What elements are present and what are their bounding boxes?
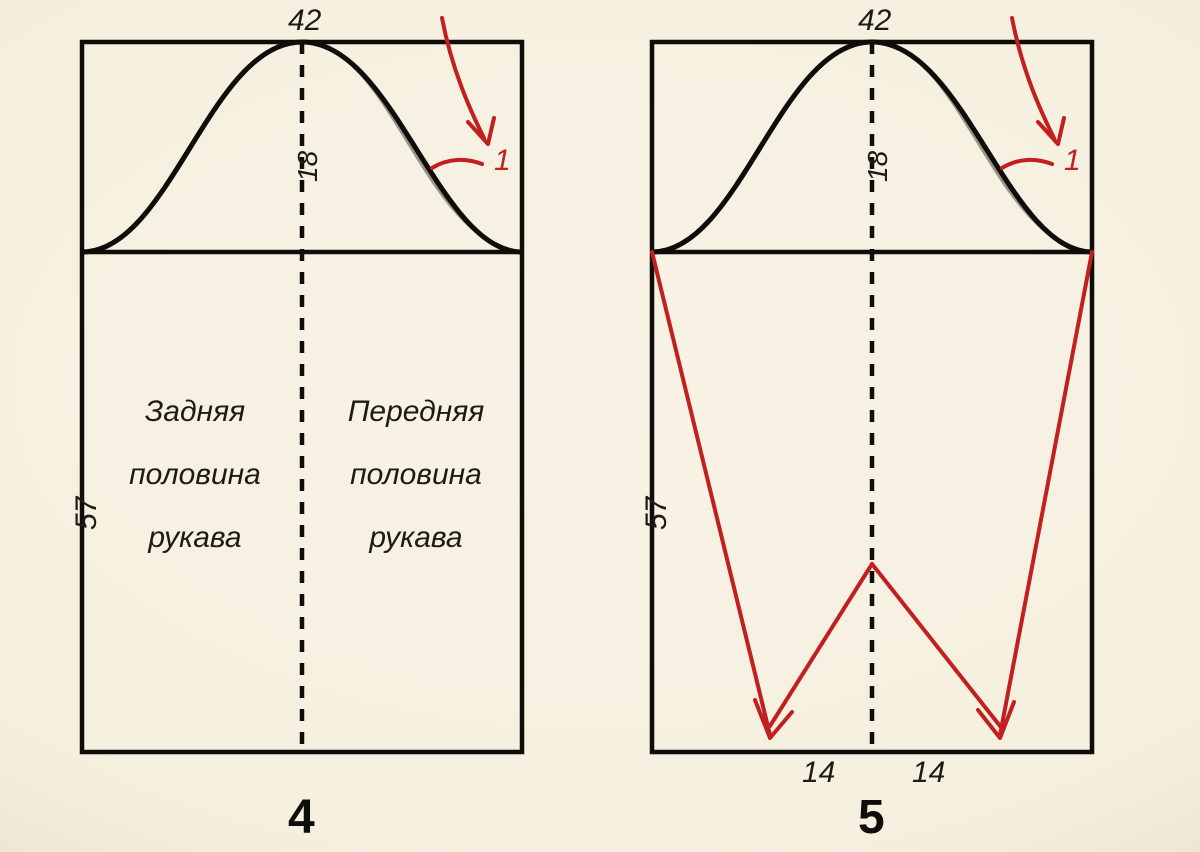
panel5-diag-left <box>770 564 872 726</box>
panel5-taper-right <box>1000 252 1092 735</box>
panel4-top-width: 42 <box>288 4 321 38</box>
panel-5 <box>652 18 1092 752</box>
panel4-red-arrow-shaft <box>442 18 484 138</box>
panel4-label-back: Задняя половина рукава <box>100 380 290 569</box>
panel5-cap-height: 18 <box>862 151 894 182</box>
panel4-label-front-line3: рукава <box>316 506 516 569</box>
panel5-top-width: 42 <box>858 4 891 38</box>
panel4-label-front-line2: половина <box>316 443 516 506</box>
panel5-figure-number: 5 <box>858 790 885 845</box>
panel5-red-tick <box>1002 160 1052 168</box>
panel4-annotation-one: 1 <box>494 144 511 178</box>
panel4-full-length: 57 <box>70 497 104 530</box>
panel5-diag-right <box>872 564 1000 726</box>
panel4-red-tick <box>432 160 482 168</box>
panel4-label-front: Передняя половина рукава <box>316 380 516 569</box>
panel5-hem-left: 14 <box>802 756 835 790</box>
panel5-full-length: 57 <box>640 497 674 530</box>
panel4-label-back-line1: Задняя <box>100 380 290 443</box>
panel5-hem-right: 14 <box>912 756 945 790</box>
panel5-annotation-one: 1 <box>1064 144 1081 178</box>
diagram-stage: 42 18 57 1 Задняя половина рукава Передн… <box>0 0 1200 852</box>
panel4-label-back-line3: рукава <box>100 506 290 569</box>
panel5-cap-curve-front-grey <box>872 42 1092 252</box>
panel4-cap-curve-front-grey <box>302 42 522 252</box>
panel4-cap-height: 18 <box>292 151 324 182</box>
panel4-figure-number: 4 <box>288 790 315 845</box>
panel4-label-front-line1: Передняя <box>316 380 516 443</box>
panel5-red-arrow-shaft <box>1012 18 1054 138</box>
panel5-taper-left <box>652 252 770 735</box>
panel4-label-back-line2: половина <box>100 443 290 506</box>
